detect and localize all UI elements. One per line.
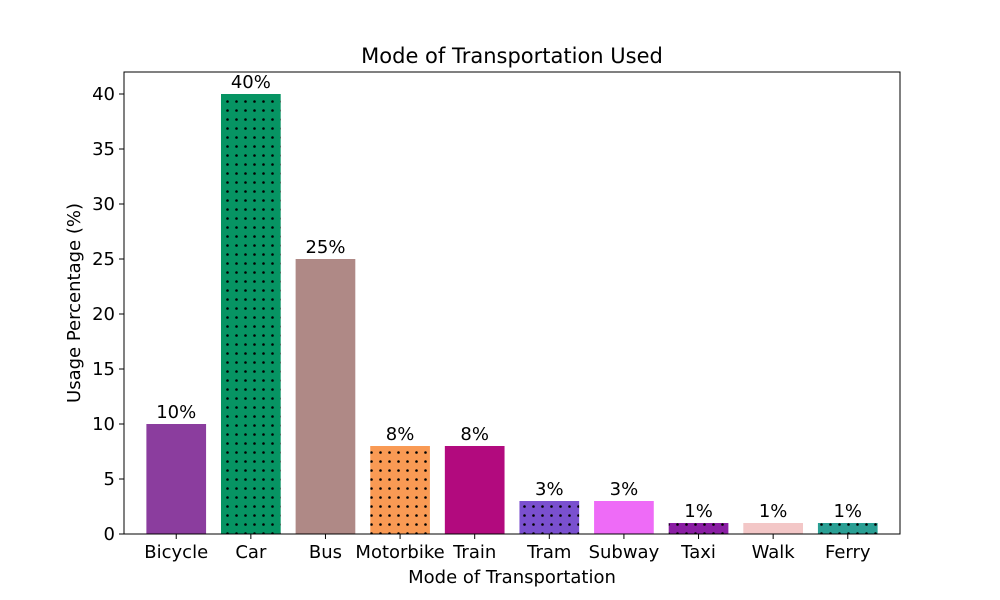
- x-tick-label-taxi: Taxi: [680, 542, 716, 563]
- bar-motorbike: [370, 446, 430, 534]
- data-label-ferry: 1%: [833, 501, 862, 522]
- x-tick-label-car: Car: [235, 542, 267, 563]
- y-tick-label: 25: [92, 249, 115, 270]
- y-tick-label: 10: [92, 414, 115, 435]
- y-tick-label: 5: [104, 469, 115, 490]
- bar-bus: [295, 259, 356, 534]
- data-label-taxi: 1%: [684, 501, 713, 522]
- data-label-motorbike: 8%: [386, 424, 415, 445]
- data-label-train: 8%: [460, 424, 489, 445]
- x-tick-label-bicycle: Bicycle: [144, 542, 208, 563]
- x-tick-label-subway: Subway: [589, 542, 660, 563]
- y-tick-label: 0: [104, 524, 115, 545]
- plot-frame: [123, 71, 901, 535]
- y-tick-label: 20: [92, 304, 115, 325]
- bar-ferry: [817, 523, 878, 534]
- y-tick-label: 40: [92, 84, 115, 105]
- bar-taxi: [668, 523, 729, 534]
- data-label-bus: 25%: [305, 237, 345, 258]
- data-label-bicycle: 10%: [156, 402, 196, 423]
- y-tick-label: 15: [92, 359, 115, 380]
- chart-title: Mode of Transportation Used: [361, 44, 663, 68]
- y-tick-label: 35: [92, 139, 115, 160]
- data-label-subway: 3%: [610, 479, 639, 500]
- y-axis-label: Usage Percentage (%): [64, 203, 85, 403]
- bar-bicycle: [146, 424, 207, 534]
- data-label-walk: 1%: [759, 501, 788, 522]
- bar-car: [221, 94, 281, 534]
- data-label-car: 40%: [231, 72, 271, 93]
- x-tick-label-ferry: Ferry: [825, 542, 871, 563]
- x-axis-label: Mode of Transportation: [408, 567, 616, 588]
- x-tick-label-motorbike: Motorbike: [355, 542, 444, 563]
- bar-subway: [594, 501, 654, 534]
- x-tick-label-train: Train: [452, 542, 496, 563]
- x-tick-label-walk: Walk: [752, 542, 796, 563]
- bar-train: [444, 446, 505, 534]
- x-tick-label-tram: Tram: [526, 542, 571, 563]
- x-tick-label-bus: Bus: [309, 542, 342, 563]
- y-tick-label: 30: [92, 194, 115, 215]
- bar-walk: [743, 523, 803, 534]
- bar-tram: [519, 501, 580, 534]
- data-label-tram: 3%: [535, 479, 564, 500]
